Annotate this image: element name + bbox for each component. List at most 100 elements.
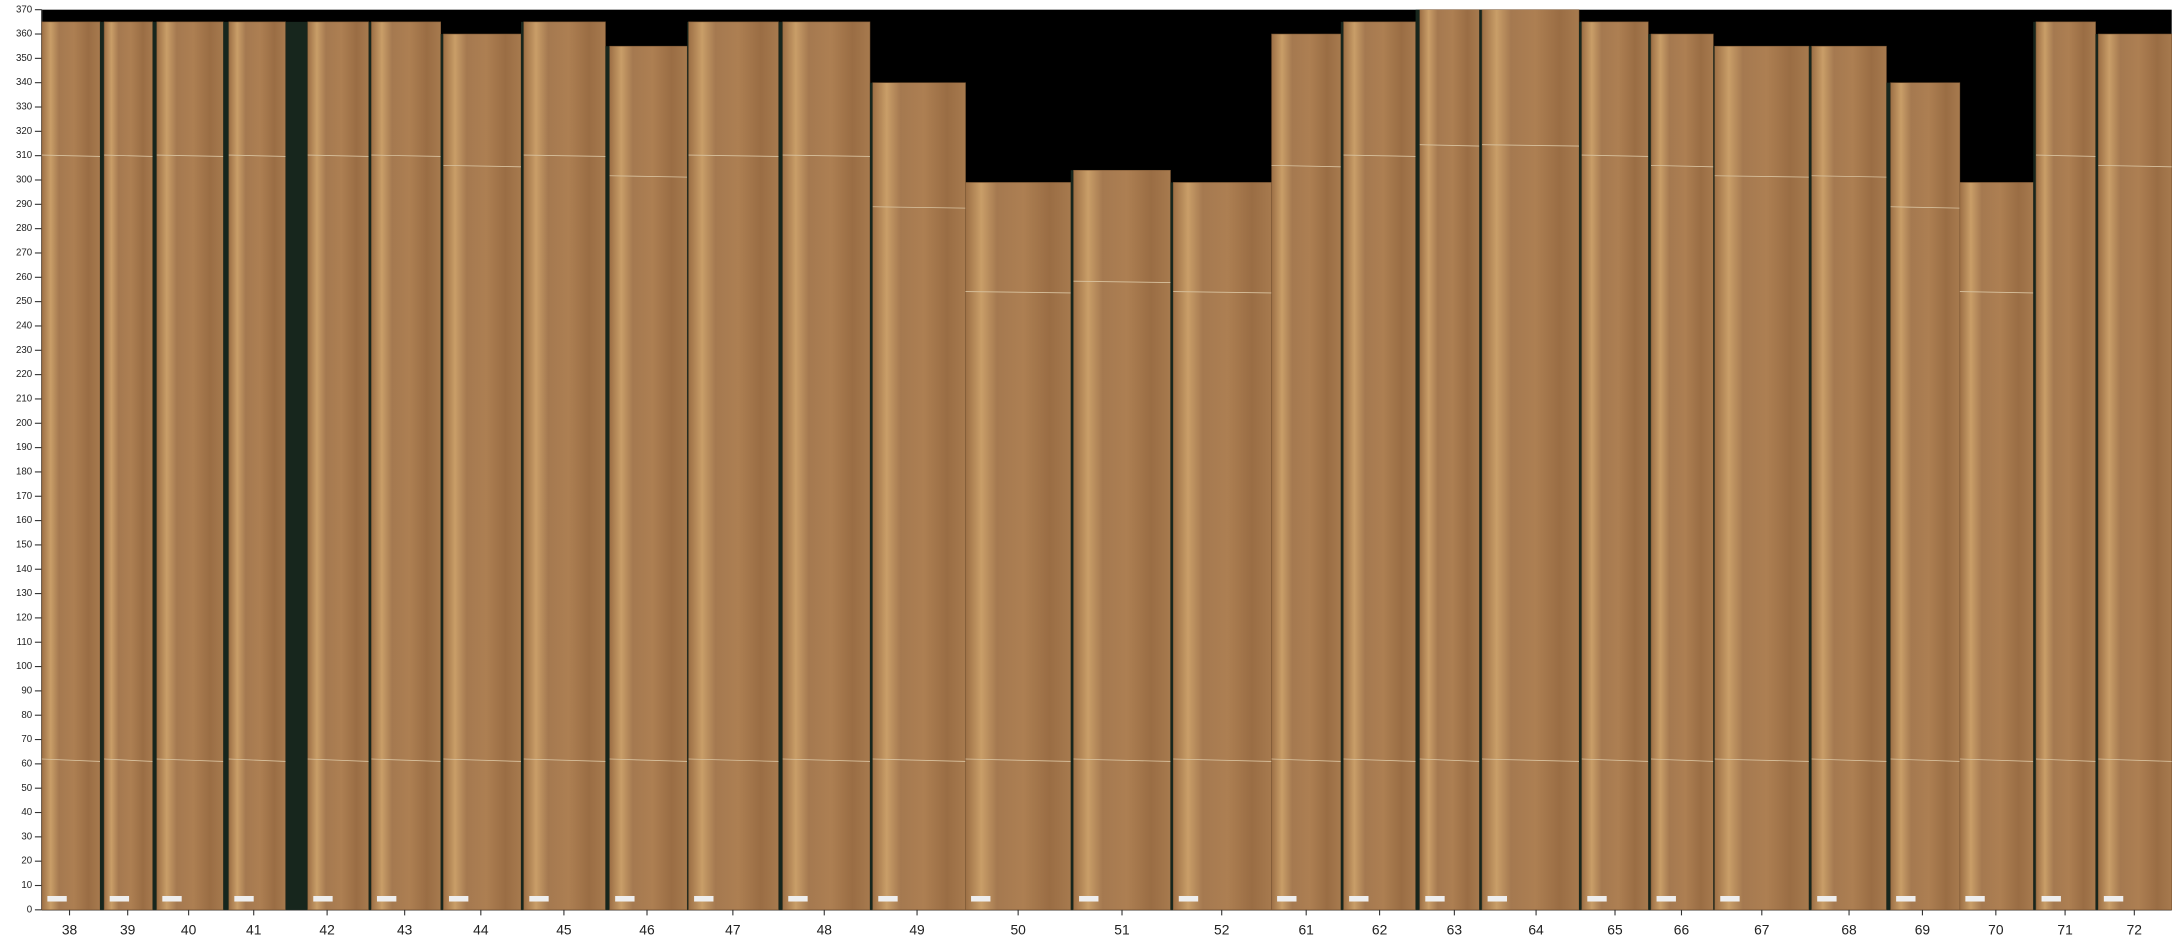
cut-line: [1714, 758, 1809, 762]
bar: [1581, 21, 1649, 911]
cut-line: [965, 291, 1071, 294]
y-tick-label: 300: [16, 175, 33, 186]
y-tick-label: 60: [21, 758, 32, 769]
sheet-tag: [313, 895, 333, 902]
cut-line: [1073, 758, 1171, 762]
x-tick-label: 63: [1447, 921, 1463, 937]
cut-line: [1343, 154, 1416, 157]
y-tick-label: 140: [16, 564, 33, 575]
cut-line: [609, 175, 688, 178]
cut-line: [156, 154, 224, 157]
x-tick-label: 71: [2057, 921, 2073, 937]
x-tick-label: 67: [1754, 921, 1769, 937]
cut-line: [1811, 175, 1887, 178]
cut-line: [1890, 758, 1960, 762]
sheet-tag: [1349, 895, 1369, 902]
bar: [523, 21, 606, 911]
y-tick-label: 110: [17, 637, 33, 648]
x-tick-label: 45: [556, 921, 572, 937]
x-tick-label: 61: [1298, 921, 1314, 937]
cut-line: [1650, 758, 1714, 762]
cut-line: [228, 154, 286, 157]
sheet-tag: [1178, 895, 1199, 902]
y-tick-label: 20: [21, 856, 32, 867]
bar: [1890, 82, 1961, 911]
cut-line: [104, 154, 153, 157]
sheet-tag: [162, 895, 182, 902]
y-tick-label: 80: [21, 710, 32, 721]
y-tick-label: 10: [21, 880, 32, 891]
cut-line: [688, 758, 779, 762]
y-tick-label: 330: [16, 102, 33, 113]
cut-line: [1073, 280, 1171, 283]
sheet-tag: [1487, 895, 1507, 902]
cut-line: [41, 758, 101, 762]
sheet-tag: [1720, 895, 1740, 902]
sheet-tag: [788, 895, 808, 902]
cut-line: [688, 154, 779, 157]
bar: [443, 33, 522, 911]
cut-line: [307, 758, 369, 762]
y-tick-label: 210: [16, 394, 33, 405]
y-tick-label: 240: [16, 321, 33, 332]
sheet-tag: [1896, 895, 1916, 902]
x-tick-label: 51: [1114, 921, 1130, 937]
sheet-tag: [1965, 895, 1985, 902]
bar: [371, 21, 441, 911]
bar: [1343, 21, 1416, 911]
bar: [1714, 45, 1810, 911]
cut-line: [523, 758, 606, 762]
cut-line: [872, 758, 966, 762]
y-tick-label: 350: [16, 53, 33, 64]
cut-line: [1890, 206, 1960, 209]
y-tick-label: 270: [16, 248, 33, 259]
sheet-tag: [2103, 895, 2124, 902]
cut-line: [2035, 758, 2096, 762]
bar: [1811, 45, 1887, 911]
sheet-tag: [1656, 895, 1676, 902]
x-tick-label: 70: [1988, 921, 2004, 937]
x-tick-label: 43: [397, 921, 413, 937]
y-tick-label: 370: [16, 4, 33, 15]
sheet-tag: [529, 895, 549, 902]
x-tick-label: 72: [2127, 921, 2142, 937]
cut-line: [228, 758, 286, 762]
y-tick-label: 340: [16, 77, 33, 88]
sheet-gap: [223, 21, 233, 910]
cut-line: [1419, 144, 1480, 147]
y-tick-label: 120: [16, 612, 33, 623]
y-tick-label: 0: [27, 904, 33, 915]
cut-line: [1581, 758, 1649, 762]
y-tick-label: 310: [16, 150, 33, 161]
y-tick-label: 100: [16, 661, 33, 672]
y-tick-label: 200: [16, 418, 33, 429]
y-tick-label: 290: [16, 199, 33, 210]
x-tick-label: 65: [1607, 921, 1623, 937]
bar: [2035, 21, 2096, 911]
x-tick-label: 69: [1915, 921, 1931, 937]
y-tick-label: 170: [16, 491, 33, 502]
x-tick-label: 44: [473, 921, 489, 937]
x-tick-label: 46: [639, 921, 655, 937]
cut-line: [1959, 291, 2034, 294]
cut-line: [782, 758, 870, 762]
cut-line: [1271, 758, 1341, 762]
bar: [2098, 33, 2172, 911]
y-tick-label: 50: [21, 783, 32, 794]
sheet-tag: [448, 895, 469, 902]
cut-line: [1173, 291, 1272, 294]
cut-line: [41, 154, 101, 157]
cut-line: [1419, 758, 1480, 762]
y-tick-label: 190: [16, 442, 33, 453]
sheet-tag: [47, 895, 67, 902]
y-tick-label: 40: [21, 807, 32, 818]
sheet-tag: [878, 895, 898, 902]
y-tick-label: 130: [16, 588, 33, 599]
y-tick-label: 160: [16, 515, 33, 526]
cut-line: [2098, 758, 2172, 762]
x-tick-label: 39: [120, 921, 136, 937]
bar: [103, 21, 153, 911]
cut-line: [2035, 154, 2096, 157]
bar: [1650, 33, 1714, 911]
sheet-tag: [376, 895, 397, 902]
